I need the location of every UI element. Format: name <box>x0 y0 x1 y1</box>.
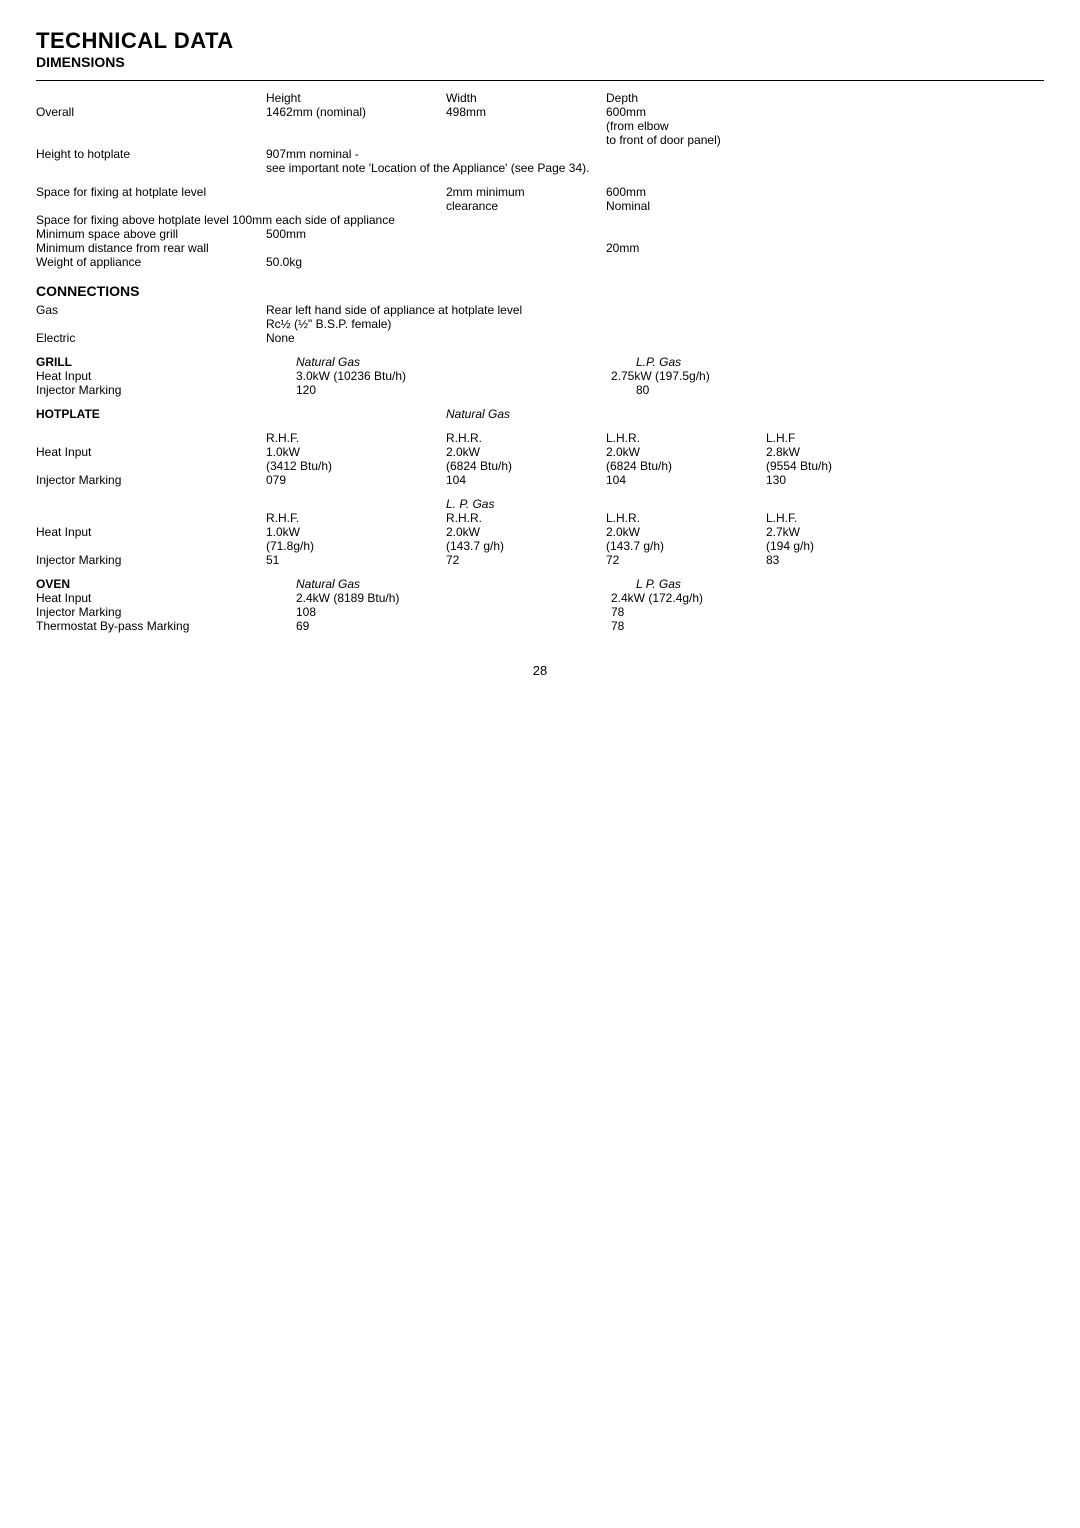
oven-ng: Natural Gas <box>266 577 476 591</box>
hot-lp-rhf-h: R.H.F. <box>266 511 446 525</box>
dim-header-width: Width <box>446 91 606 105</box>
sfix-d2: Nominal <box>606 199 766 213</box>
mdr-val: 20mm <box>606 241 766 255</box>
hot-lhf-h: L.H.F <box>766 431 896 445</box>
electric-val: None <box>266 331 295 345</box>
oven-hi-ng: 2.4kW (8189 Btu/h) <box>266 591 476 605</box>
hot-ng-lhr: 2.0kW <box>606 445 766 459</box>
sf2-label: Space for fixing above hotplate level 10… <box>36 213 395 227</box>
oven-tb-ng: 69 <box>266 619 476 633</box>
hot-hi-label: Heat Input <box>36 445 266 459</box>
msg-label: Minimum space above grill <box>36 227 266 241</box>
hot-ng-lhf2: (9554 Btu/h) <box>766 459 896 473</box>
dim-header-height: Height <box>266 91 446 105</box>
hot-lp-rhr-h: R.H.R. <box>446 511 606 525</box>
hotplate-lp: L. P. Gas <box>446 497 606 511</box>
grill-hi-lp: 2.75kW (197.5g/h) <box>611 369 771 383</box>
hot-ng-rhr: 2.0kW <box>446 445 606 459</box>
hot-ng-rhf: 1.0kW <box>266 445 446 459</box>
hot-lp-lhr-h: L.H.R. <box>606 511 766 525</box>
sfix-label: Space for fixing at hotplate level <box>36 185 266 199</box>
hth-val: 907mm nominal - <box>266 147 446 161</box>
sfix-d1: 600mm <box>606 185 766 199</box>
hot-ng-im-rhr: 104 <box>446 473 606 487</box>
hot-lp-lhf: 2.7kW <box>766 525 896 539</box>
oven-im-ng: 108 <box>266 605 476 619</box>
grill-im-label: Injector Marking <box>36 383 266 397</box>
hot-ng-rhf2: (3412 Btu/h) <box>266 459 446 473</box>
mdr-label: Minimum distance from rear wall <box>36 241 266 255</box>
page-title: TECHNICAL DATA <box>36 28 1044 54</box>
grill-im-ng: 120 <box>266 383 476 397</box>
hot-lhr-h: L.H.R. <box>606 431 766 445</box>
oven-hi-label: Heat Input <box>36 591 266 605</box>
msg-val: 500mm <box>266 227 446 241</box>
hotplate-ng: Natural Gas <box>446 407 606 421</box>
hot-lp-im-lhf: 83 <box>766 553 896 567</box>
oven-title: OVEN <box>36 577 70 591</box>
hot-lp-lhf2: (194 g/h) <box>766 539 896 553</box>
oven-lp: L P. Gas <box>636 577 796 591</box>
gas-v1: Rear left hand side of appliance at hotp… <box>266 303 522 317</box>
hth-note: see important note 'Location of the Appl… <box>266 161 589 175</box>
oven-tb-label: Thermostat By-pass Marking <box>36 619 266 633</box>
hot-lp-lhr2: (143.7 g/h) <box>606 539 766 553</box>
hotplate-title: HOTPLATE <box>36 407 100 421</box>
page-number: 28 <box>36 663 1044 678</box>
grill-hi-ng: 3.0kW (10236 Btu/h) <box>266 369 476 383</box>
hot-ng-lhr2: (6824 Btu/h) <box>606 459 766 473</box>
gas-v2: Rc½ (½" B.S.P. female) <box>266 317 391 331</box>
sfix-v1: 2mm minimum <box>446 185 606 199</box>
overall-width: 498mm <box>446 105 606 119</box>
section-dimensions: DIMENSIONS <box>36 54 1044 70</box>
sfix-v2: clearance <box>446 199 606 213</box>
hot-lp-im-rhr: 72 <box>446 553 606 567</box>
dim-header-depth: Depth <box>606 91 766 105</box>
oven-hi-lp: 2.4kW (172.4g/h) <box>611 591 771 605</box>
hot-lp-rhr: 2.0kW <box>446 525 606 539</box>
hot-rhf-h: R.H.F. <box>266 431 446 445</box>
wa-val: 50.0kg <box>266 255 446 269</box>
gas-label: Gas <box>36 303 266 317</box>
oven-im-label: Injector Marking <box>36 605 266 619</box>
grill-ng: Natural Gas <box>266 355 476 369</box>
hot-rhr-h: R.H.R. <box>446 431 606 445</box>
hot-lp-lhr: 2.0kW <box>606 525 766 539</box>
grill-title: GRILL <box>36 355 72 369</box>
hot-lp-rhr2: (143.7 g/h) <box>446 539 606 553</box>
oven-im-lp: 78 <box>611 605 771 619</box>
hot-ng-lhf: 2.8kW <box>766 445 896 459</box>
hot-ng-im-lhr: 104 <box>606 473 766 487</box>
hot-lp-rhf: 1.0kW <box>266 525 446 539</box>
overall-height: 1462mm (nominal) <box>266 105 446 119</box>
hot-ng-im-lhf: 130 <box>766 473 896 487</box>
grill-hi-label: Heat Input <box>36 369 266 383</box>
hot-ng-im-rhf: 079 <box>266 473 446 487</box>
hot-lp-im-rhf: 51 <box>266 553 446 567</box>
overall-depth1: 600mm <box>606 105 766 119</box>
connections-title: CONNECTIONS <box>36 283 1044 299</box>
hot-lp-lhf-h: L.H.F. <box>766 511 896 525</box>
overall-depth2: (from elbow <box>606 119 766 133</box>
hot-lp-im-lhr: 72 <box>606 553 766 567</box>
grill-im-lp: 80 <box>636 383 796 397</box>
hot-im-label: Injector Marking <box>36 473 266 487</box>
electric-label: Electric <box>36 331 266 345</box>
hot-lp-rhf2: (71.8g/h) <box>266 539 446 553</box>
hot-lp-hi-label: Heat Input <box>36 525 266 539</box>
grill-lp: L.P. Gas <box>636 355 796 369</box>
oven-tb-lp: 78 <box>611 619 771 633</box>
hot-lp-im-label: Injector Marking <box>36 553 266 567</box>
overall-label: Overall <box>36 105 266 119</box>
hot-ng-rhr2: (6824 Btu/h) <box>446 459 606 473</box>
hth-label: Height to hotplate <box>36 147 266 161</box>
wa-label: Weight of appliance <box>36 255 266 269</box>
overall-depth3: to front of door panel) <box>606 133 766 147</box>
